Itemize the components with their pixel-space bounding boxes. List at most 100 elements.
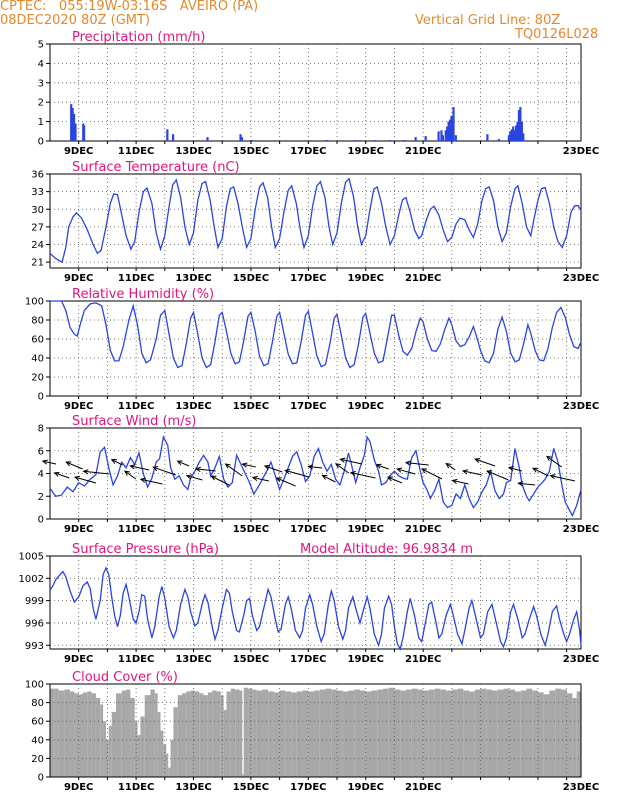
cloud-cover-bar [137,735,141,777]
precip-bar [171,134,175,141]
wind-ytick-label: 2 [38,492,44,503]
cloud-cover-ytick-label: 20 [31,754,44,765]
wind-arrow-shaft [111,459,123,466]
cloud-cover-bar [248,688,253,777]
cloud-cover-bar [243,687,249,777]
pressure-xtick-label: 15DEC [233,654,269,665]
humidity-title: Relative Humidity (%) [72,287,214,302]
wind-arrow-shaft [225,463,243,477]
cloud-cover-bar [325,688,332,777]
humidity-ytick-label: 100 [25,297,44,308]
cloud-cover-bar [157,711,161,777]
cloud-cover-ytick-label: 100 [25,680,44,691]
precipitation-ytick-label: 4 [38,59,44,70]
cloud-cover-bar [194,691,200,777]
wind-xtick-label: 17DEC [290,524,326,535]
wind-arrow-shaft [264,465,283,473]
cloud-cover-xtick-label: 17DEC [290,782,326,793]
wind-frame [49,427,582,520]
cloud-cover-bar [182,693,187,777]
pressure-line [49,566,582,651]
cloud-cover-bar [186,691,191,777]
wind-arrow-head [73,475,81,481]
wind-arrow-shaft [486,470,509,481]
wind-arrow-head [82,469,89,475]
cloud-cover-bar [576,691,581,777]
wind-xtick-label: 19DEC [348,524,384,535]
wind-arrow-head [396,467,403,473]
precipitation-xtick-label: 19DEC [348,146,384,157]
cloud-cover-bar [388,687,395,777]
precip-bar [486,134,489,141]
cloud-cover-bar [509,689,515,777]
cloud-cover-bar [121,690,127,777]
wind-arrow-shaft [546,456,562,468]
wind-arrow-shaft [452,480,469,485]
cloud-cover-bar [566,693,573,777]
pressure-xtick-label: 13DEC [175,654,211,665]
precip-bar [325,140,328,141]
wind-arrow-shaft [397,468,416,475]
precip-bar [71,108,74,141]
cloud-cover-bar [291,692,297,777]
wind-arrow-head [375,463,382,469]
cloud-cover-bar [223,710,227,777]
humidity-xtick-label: 17DEC [290,401,326,412]
cloud-cover-bar [497,689,504,777]
precip-bar [497,139,500,141]
cloud-cover-bar [503,688,510,777]
temperature-line [49,177,582,264]
wind-arrow-head [404,460,411,466]
wind-xtick-label: 15DEC [233,524,269,535]
cloud-cover-bar [492,690,498,777]
cloud-cover-bar [168,767,171,777]
precip-bar [74,123,77,141]
cloud-cover-bar [486,689,493,777]
wind-arrow-shaft [195,468,216,472]
temperature-xtick-label: 15DEC [233,273,269,284]
wind-arrow-head [339,457,346,463]
humidity-ytick-label: 40 [31,354,44,365]
wind-arrow-shaft [153,466,176,476]
cloud-cover-bar [400,690,406,777]
cloud-cover-bar [105,739,109,777]
wind-arrow-head [451,478,458,484]
precip-bar [166,129,169,141]
cloud-cover-title: Cloud Cover (%) [72,670,178,685]
cloud-cover-bar [377,689,383,777]
wind-arrow-shaft [508,466,522,472]
cloud-cover-bar [216,691,221,777]
cloud-cover-bar [549,690,556,777]
cloud-cover-bar [108,725,112,777]
wind-arrow-head [185,474,192,480]
temperature-frame [49,173,582,269]
pressure-ytick-label: 1002 [19,574,44,585]
cloud-cover-bar [514,691,521,777]
cloud-cover-bar [469,691,475,777]
cloud-cover-bar [58,690,65,777]
precip-bar [522,133,525,141]
precip-bar [437,131,440,141]
cloud-cover-bar [543,694,550,777]
precip-bar [519,107,522,141]
cloud-cover-bar [359,690,366,777]
wind-arrow-shaft [83,470,110,475]
wind-ytick-label: 4 [38,469,44,480]
precip-bar [448,119,452,141]
cloud-cover-bar [314,690,320,777]
wind-arrow-head [545,455,552,462]
wind-xtick-label: 11DEC [118,524,154,535]
cloud-cover-bar [560,689,567,777]
wind-arrow-shaft [550,475,576,482]
precip-bar [514,125,518,141]
humidity-xtick-label: 19DEC [348,401,384,412]
cloud-cover-bar [532,690,538,777]
cloud-cover-xtick-label: 23DEC [563,782,599,793]
cloud-cover-bar [87,691,92,777]
cloud-cover-bar [268,691,274,777]
precip-bar [70,104,73,141]
cloud-cover-bar [394,689,401,777]
cloud-cover-bar [279,690,286,777]
cloud-cover-bar [331,689,338,777]
cloud-cover-bar [177,695,183,777]
